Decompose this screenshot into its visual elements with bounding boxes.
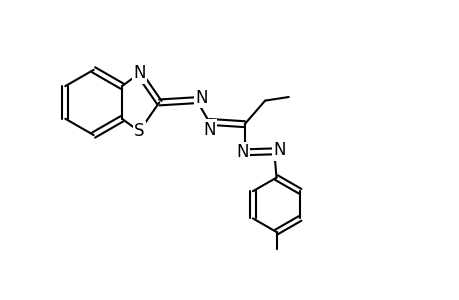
Text: N: N bbox=[133, 64, 145, 82]
Text: S: S bbox=[134, 122, 144, 140]
Text: N: N bbox=[235, 143, 248, 161]
Text: N: N bbox=[196, 89, 208, 107]
Text: N: N bbox=[202, 121, 215, 139]
Text: N: N bbox=[273, 142, 285, 160]
